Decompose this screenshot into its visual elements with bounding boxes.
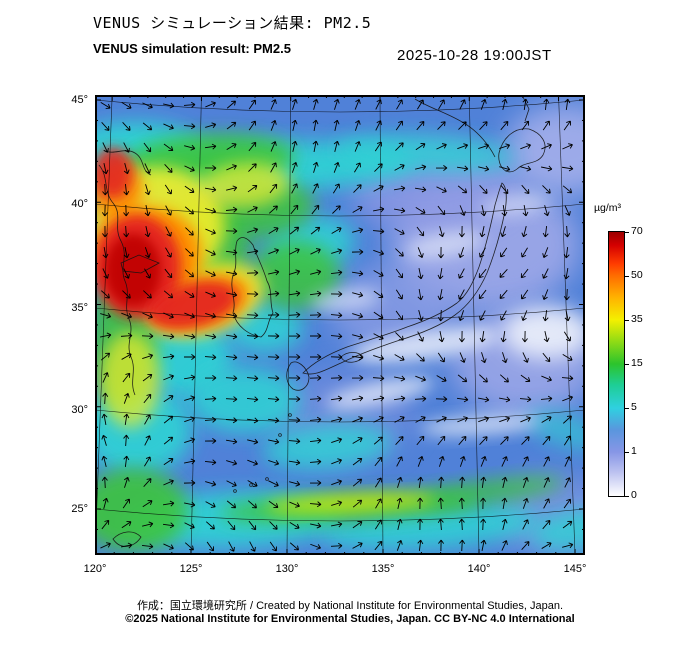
colorbar-tickmark bbox=[625, 276, 629, 277]
lon-tick-label: 125° bbox=[179, 563, 203, 575]
lon-tick-label: 130° bbox=[275, 563, 299, 575]
colorbar-unit-label: µg/m³ bbox=[594, 202, 622, 214]
lat-tick-label: 30° bbox=[71, 404, 88, 416]
lon-tick-label: 135° bbox=[371, 563, 395, 575]
colorbar-tick-label: 0 bbox=[631, 489, 637, 501]
lat-tick-label: 35° bbox=[71, 302, 88, 314]
page-title-en: VENUS simulation result: PM2.5 bbox=[93, 41, 291, 56]
colorbar-tickmark bbox=[625, 364, 629, 365]
colorbar-tickmark bbox=[625, 408, 629, 409]
lon-tick-label: 120° bbox=[83, 563, 107, 575]
colorbar-tick-label: 1 bbox=[631, 445, 637, 457]
copyright-line: ©2025 National Institute for Environment… bbox=[125, 613, 575, 625]
lon-tick-label: 140° bbox=[467, 563, 491, 575]
colorbar-tick-label: 35 bbox=[631, 313, 643, 325]
colorbar-tickmark bbox=[625, 452, 629, 453]
colorbar-tick-label: 5 bbox=[631, 401, 637, 413]
pm25-map bbox=[95, 95, 585, 555]
timestamp-label: 2025-10-28 19:00JST bbox=[397, 47, 552, 64]
colorbar-tick-label: 50 bbox=[631, 269, 643, 281]
colorbar-tick-labels: 70 50 35 15 5 1 0 bbox=[631, 225, 661, 501]
page-title-jp: VENUS シミュレーション結果: PM2.5 bbox=[93, 14, 372, 32]
colorbar-tick-label: 70 bbox=[631, 225, 643, 237]
lat-tick-label: 40° bbox=[71, 198, 88, 210]
lon-tick-label: 145° bbox=[563, 563, 587, 575]
colorbar-tickmark bbox=[625, 320, 629, 321]
colorbar-tickmark bbox=[625, 496, 629, 497]
pm25-map-canvas bbox=[95, 95, 585, 555]
latitude-axis: 45° 40° 35° 30° 25° bbox=[55, 94, 91, 555]
longitude-axis: 120° 125° 130° 135° 140° 145° bbox=[84, 560, 587, 576]
colorbar-tickmark bbox=[625, 232, 629, 233]
colorbar-tick-label: 15 bbox=[631, 357, 643, 369]
colorbar bbox=[608, 231, 629, 497]
lat-tick-label: 45° bbox=[71, 94, 88, 106]
credit-line: 作成：国立環境研究所 / Created by National Institu… bbox=[136, 600, 564, 612]
lat-tick-label: 25° bbox=[71, 503, 88, 515]
